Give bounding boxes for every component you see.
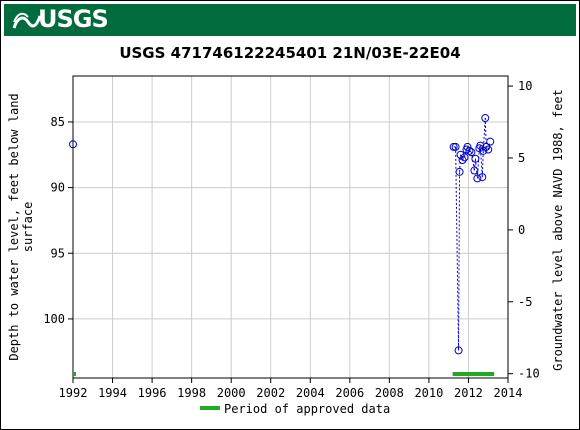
series-connector (459, 154, 462, 172)
y-left-tick-label: 90 (51, 181, 65, 195)
x-tick-label: 2014 (494, 386, 523, 400)
data-point (458, 156, 467, 165)
data-point (471, 154, 480, 163)
series-connector (476, 148, 480, 179)
data-point (451, 142, 460, 151)
data-point (484, 145, 493, 154)
y-axis-left-label-line2: surface (21, 202, 35, 253)
y-axis-right-label: Groundwater level above NAVD 1988, feet (551, 89, 565, 371)
legend-label: Period of approved data (224, 402, 390, 416)
data-point (482, 142, 491, 151)
x-tick-label: 2008 (375, 386, 404, 400)
data-series (69, 114, 495, 355)
x-axis: 1992 1994 1996 1998 2000 2002 2004 2006 2008 2010… (59, 378, 523, 400)
y-right-tick-label: 0 (518, 223, 525, 237)
data-point (454, 346, 463, 355)
series-connector (460, 154, 463, 161)
data-point (455, 167, 464, 176)
series-connector (478, 145, 481, 149)
y-right-tick-label: -10 (518, 367, 540, 381)
chart-title: USGS 471746122245401 21N/03E-22E04 (119, 44, 460, 62)
x-tick-label: 2012 (454, 386, 483, 400)
approved-periods (73, 372, 495, 376)
series-connector (464, 149, 467, 158)
y-left-tick-label: 95 (51, 246, 65, 260)
x-tick-label: 1996 (138, 386, 167, 400)
data-point (463, 142, 472, 151)
series-connector (485, 146, 489, 150)
y-axis-left: 85 90 95 100 (43, 115, 73, 326)
grid-lines (72, 76, 509, 378)
y-left-tick-label: 85 (51, 115, 65, 129)
data-point (465, 146, 474, 155)
data-point (478, 173, 487, 182)
y-right-tick-label: 10 (518, 79, 532, 93)
plot-area (72, 75, 509, 379)
data-point (69, 140, 77, 149)
x-tick-label: 1998 (177, 386, 206, 400)
data-point (470, 166, 479, 175)
y-left-tick-label: 100 (43, 312, 65, 326)
y-axis-right: 10 5 0 -5 -10 (508, 79, 540, 381)
data-point (449, 142, 458, 151)
legend-swatch (200, 406, 220, 410)
data-point (486, 137, 495, 146)
data-point (456, 150, 465, 159)
series-connector (481, 150, 484, 178)
x-tick-label: 1994 (98, 386, 127, 400)
series-connector (479, 145, 483, 178)
usgs-logo-icon (12, 12, 42, 29)
y-axis-left-label-line1: Depth to water level, feet below land (7, 93, 21, 360)
x-tick-label: 2010 (414, 386, 443, 400)
usgs-logo-text: USGS (38, 5, 109, 33)
x-tick-label: 2002 (256, 386, 285, 400)
approved-period-bar (73, 372, 76, 376)
usgs-banner: USGS (4, 4, 576, 36)
series-connector (458, 171, 461, 351)
x-tick-label: 2004 (296, 386, 325, 400)
approved-period-bar (452, 372, 495, 376)
data-point (460, 153, 469, 162)
y-right-tick-label: 5 (518, 151, 525, 165)
y-right-tick-label: -5 (518, 295, 532, 309)
data-point (467, 148, 476, 157)
x-tick-label: 2000 (217, 386, 246, 400)
x-tick-label: 2006 (335, 386, 364, 400)
x-tick-label: 1992 (59, 386, 88, 400)
series-connector (462, 157, 465, 161)
data-point (481, 114, 490, 123)
data-point (473, 174, 482, 183)
series-connector (484, 118, 487, 147)
series-connector (455, 146, 460, 351)
